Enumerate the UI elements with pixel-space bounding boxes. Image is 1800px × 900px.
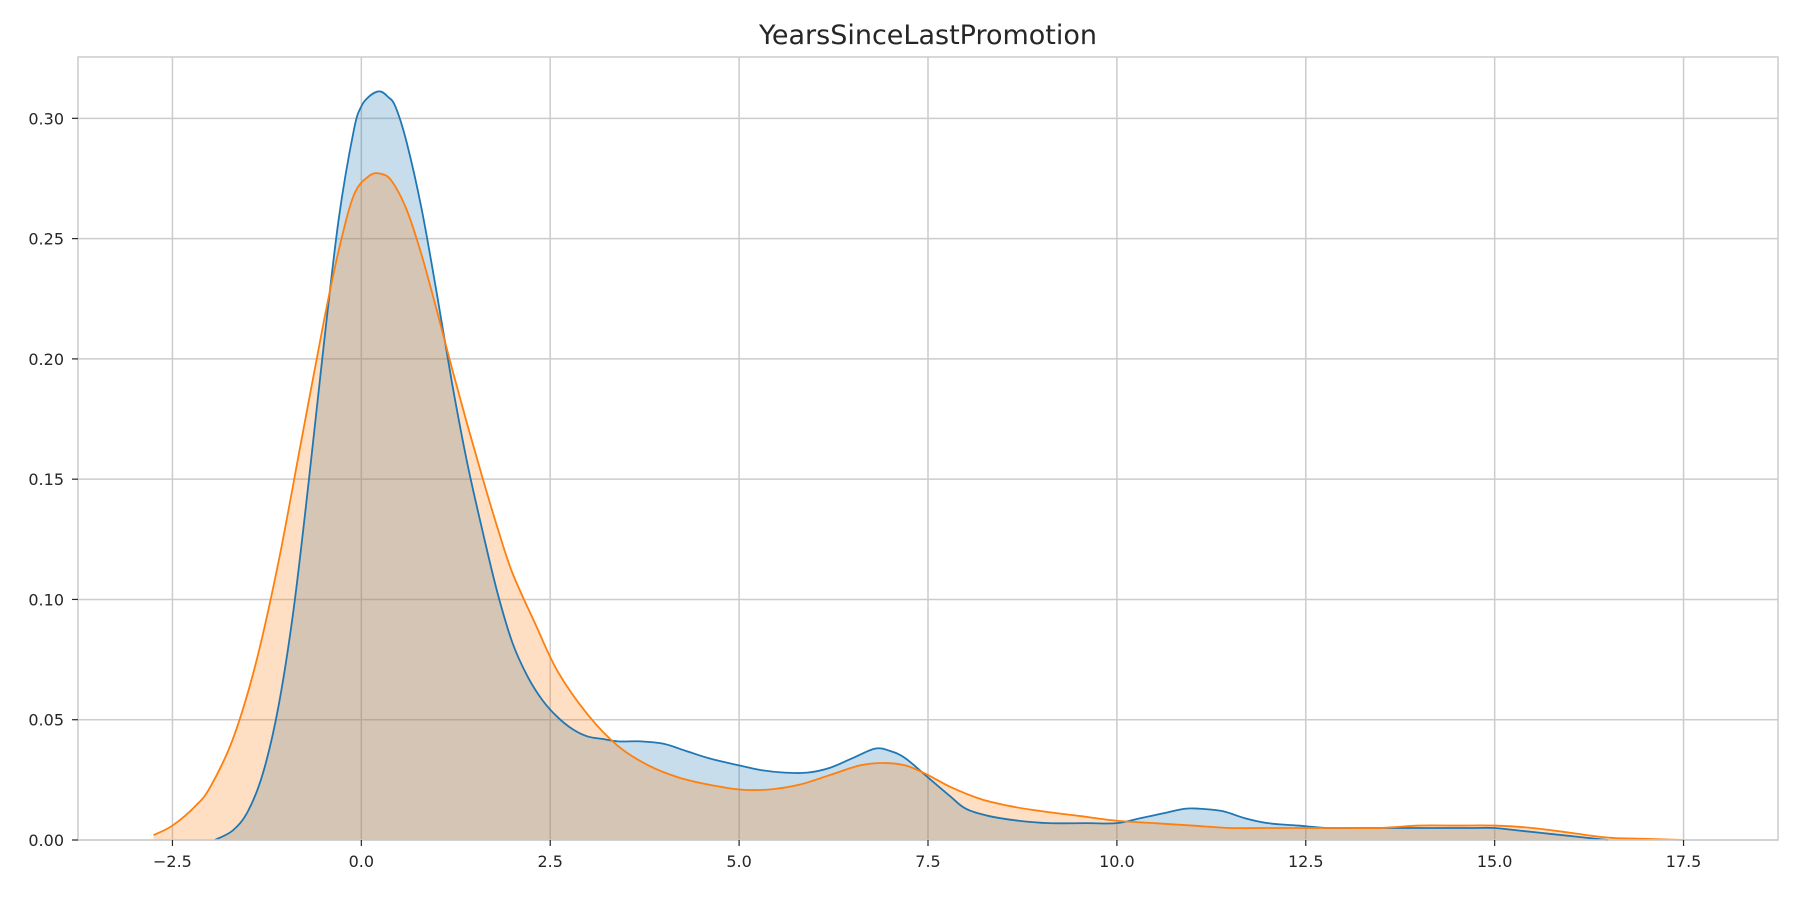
x-tick-label: −2.5 <box>153 852 192 871</box>
density-lines <box>153 90 1684 841</box>
x-tick-label: 0.0 <box>349 852 374 871</box>
y-tick-label: 0.00 <box>28 831 64 850</box>
y-tick-label: 0.05 <box>28 711 64 730</box>
chart-title: YearsSinceLastPromotion <box>758 20 1097 51</box>
x-axis-ticks: −2.5 0.0 2.5 5.0 7.5 10.0 12.5 15.0 17.5 <box>153 840 1701 871</box>
y-axis-ticks: 0.00 0.05 0.10 0.15 0.20 0.25 0.30 <box>28 109 78 850</box>
density-line-series-1 <box>214 90 1609 841</box>
x-tick-label: 12.5 <box>1288 852 1324 871</box>
density-area-series-2 <box>153 173 1684 841</box>
y-tick-label: 0.15 <box>28 470 64 489</box>
y-tick-label: 0.25 <box>28 230 64 249</box>
x-tick-label: 15.0 <box>1477 852 1513 871</box>
x-tick-label: 17.5 <box>1666 852 1702 871</box>
density-line-series-2 <box>153 172 1684 841</box>
y-tick-label: 0.20 <box>28 350 64 369</box>
density-areas <box>153 91 1684 841</box>
x-tick-label: 2.5 <box>537 852 562 871</box>
y-tick-label: 0.30 <box>28 109 64 128</box>
x-tick-label: 10.0 <box>1099 852 1135 871</box>
density-area-series-1 <box>214 91 1608 840</box>
y-tick-label: 0.10 <box>28 590 64 609</box>
x-tick-label: 7.5 <box>915 852 940 871</box>
x-tick-label: 5.0 <box>726 852 751 871</box>
